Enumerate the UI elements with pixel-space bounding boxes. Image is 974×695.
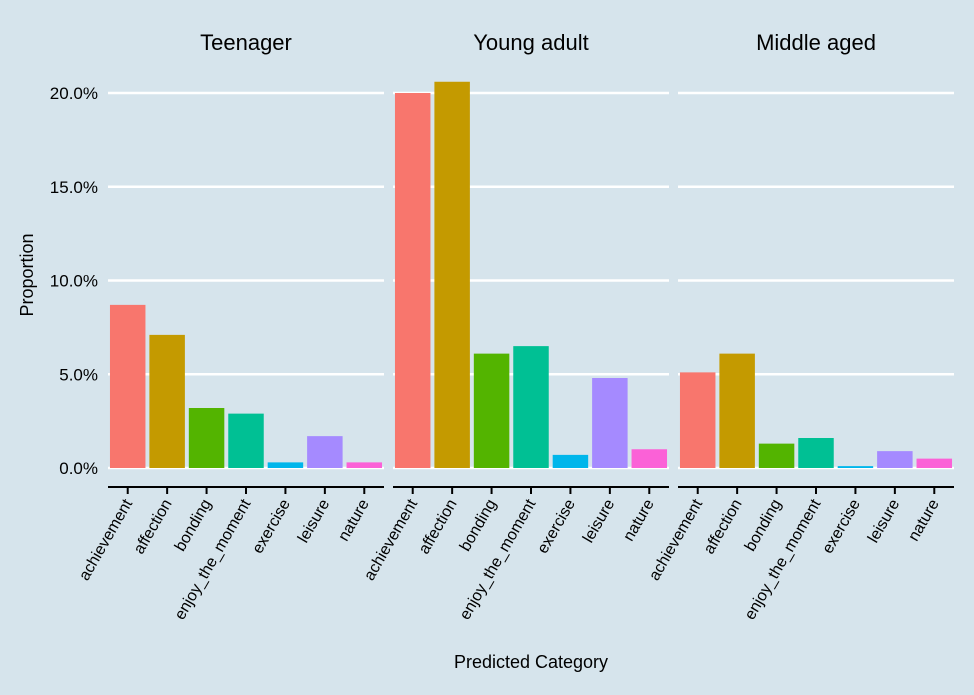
bar-bonding [758, 443, 795, 468]
facet-title: Young adult [473, 30, 588, 55]
x-tick-label: bonding [742, 497, 785, 555]
bar-leisure [592, 378, 628, 468]
bar-bonding [188, 408, 225, 468]
bar-achievement [109, 304, 146, 468]
x-tick-label: bonding [457, 496, 500, 554]
bar-leisure [307, 436, 343, 468]
x-tick-label: enjoy_the_moment [172, 496, 255, 623]
bar-enjoy-the-moment [228, 413, 264, 468]
x-tick-label: leisure [580, 496, 618, 545]
bar-achievement [394, 93, 431, 468]
bar-exercise [552, 454, 589, 468]
bar-affection [434, 81, 470, 468]
bar-nature [346, 462, 383, 468]
bar-affection [149, 334, 185, 468]
bar-leisure [877, 451, 913, 468]
bar-affection [719, 353, 755, 468]
x-tick-label: leisure [865, 496, 903, 545]
bar-enjoy-the-moment [513, 346, 549, 468]
bar-achievement [679, 372, 716, 468]
x-tick-label: affection [701, 497, 746, 558]
x-tick-label: achievement [76, 496, 136, 584]
bar-nature [631, 449, 668, 468]
y-tick-label: 10.0% [50, 272, 98, 291]
x-tick-label: enjoy_the_moment [742, 496, 825, 623]
y-tick-label: 20.0% [50, 84, 98, 103]
x-tick-label: nature [620, 496, 657, 544]
x-tick-label: affection [416, 496, 461, 557]
y-tick-label: 5.0% [59, 365, 98, 384]
x-tick-label: nature [905, 496, 942, 544]
x-tick-label: enjoy_the_moment [457, 496, 540, 623]
y-axis-title: Proportion [17, 233, 37, 316]
axes [108, 486, 954, 494]
bar-enjoy-the-moment [798, 438, 834, 468]
y-tick-label: 15.0% [50, 178, 98, 197]
facet-title: Teenager [200, 30, 292, 55]
bar-exercise [267, 462, 304, 468]
bar-nature [916, 458, 953, 468]
x-tick-label: exercise [819, 496, 864, 556]
facet-title: Middle aged [756, 30, 876, 55]
x-axis-title: Predicted Category [454, 652, 608, 672]
x-tick-label: exercise [534, 496, 579, 556]
x-tick-label: nature [335, 496, 372, 544]
x-tick-label: exercise [249, 496, 294, 556]
x-tick-label: bonding [172, 497, 215, 555]
bars [109, 81, 953, 468]
y-tick-label: 0.0% [59, 459, 98, 478]
x-tick-label: affection [131, 497, 176, 558]
bar-exercise [837, 466, 874, 468]
x-tick-label: leisure [295, 496, 333, 545]
bar-bonding [473, 353, 510, 468]
labels: 0.0% 5.0% 10.0% 15.0% 20.0% Teenager achieveme… [50, 30, 943, 623]
